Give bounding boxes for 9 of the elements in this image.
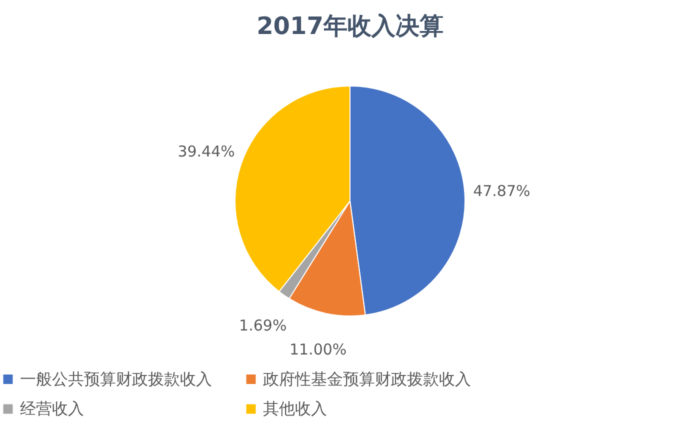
legend-label: 政府性基金预算财政拨款收入 [263,369,471,388]
legend-label: 一般公共预算财政拨款收入 [20,369,212,388]
data-label: 39.44% [178,142,235,160]
chart-title: 2017年收入决算 [256,12,444,40]
data-label: 1.69% [239,316,287,335]
legend-label: 其他收入 [263,399,327,418]
data-label: 11.00% [289,340,347,359]
legend-label: 经营收入 [20,399,84,418]
data-label: 47.87% [473,182,530,200]
